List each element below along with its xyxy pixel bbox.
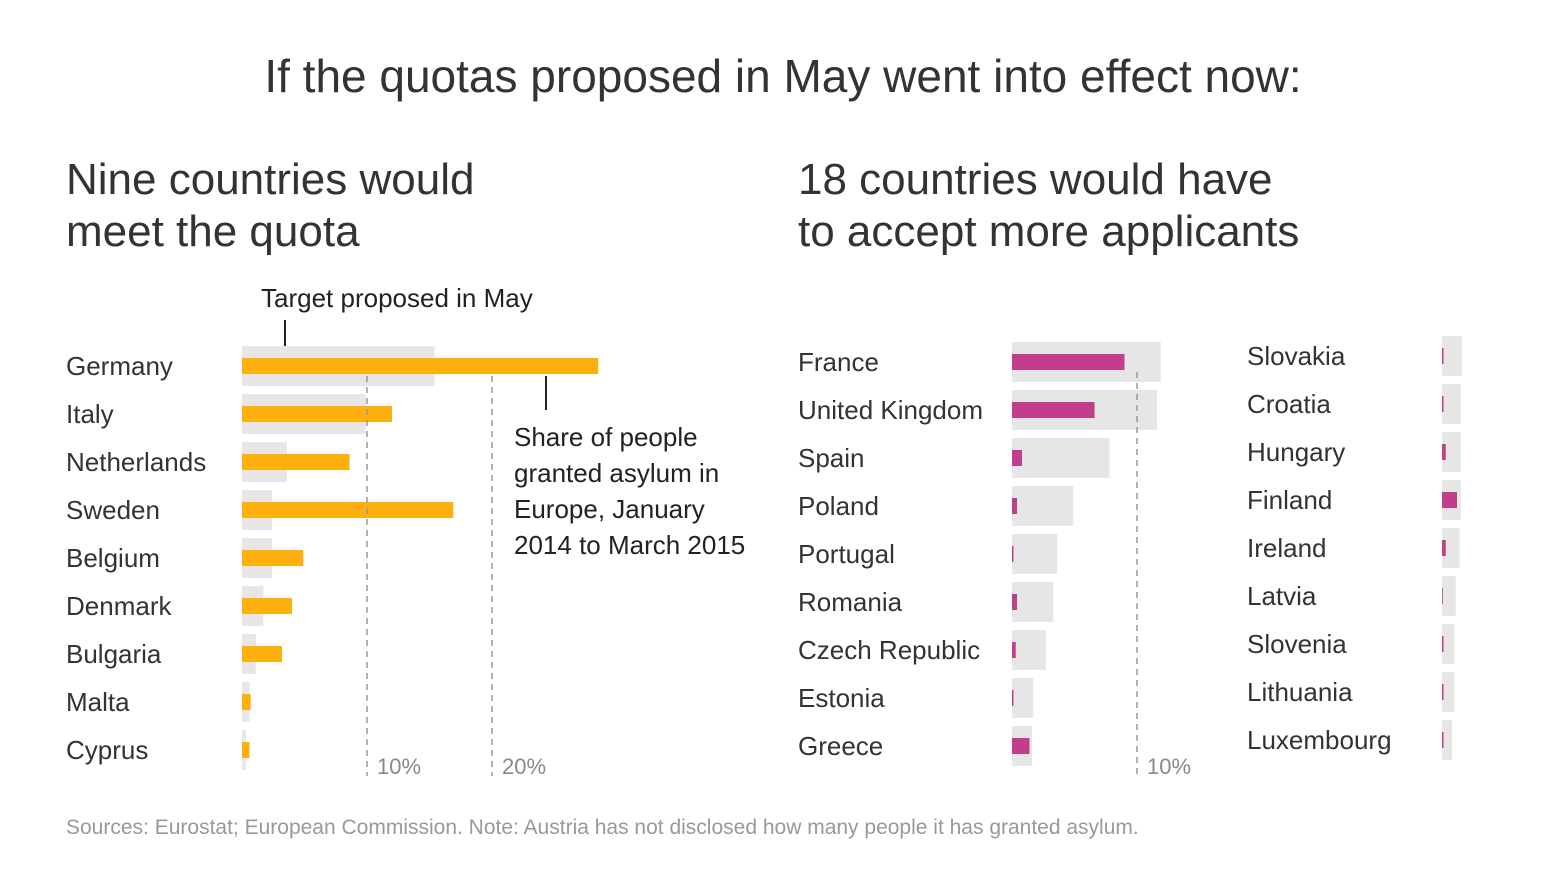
target-bar-slovakia [1442,336,1462,376]
share-bar-netherlands [242,454,350,470]
share-bar-portugal [1012,546,1014,562]
country-label-finland: Finland [1247,485,1332,515]
country-label-greece: Greece [798,731,883,761]
target-bar-luxembourg [1442,720,1452,760]
tick-label-20: 20% [502,754,546,779]
share-bar-romania [1012,594,1017,610]
share-bar-italy [242,406,392,422]
left-panel-subtitle: Nine countries would meet the quota [66,154,474,258]
country-label-lithuania: Lithuania [1247,677,1353,707]
share-bar-germany [242,358,599,374]
country-label-cyprus: Cyprus [66,735,148,765]
country-label-poland: Poland [798,491,879,521]
annotation-share: Share of people granted asylum in Europe… [514,376,745,560]
left-subtitle-line-1: Nine countries would [66,155,475,204]
target-bar-hungary [1442,432,1461,472]
country-label-croatia: Croatia [1247,389,1331,419]
share-bar-bulgaria [242,646,282,662]
country-label-denmark: Denmark [66,591,172,621]
country-label-luxembourg: Luxembourg [1247,725,1392,755]
share-bar-belgium [242,550,304,566]
share-bar-czech-republic [1012,642,1016,658]
target-bar-ireland [1442,528,1460,568]
country-label-slovenia: Slovenia [1247,629,1347,659]
right-subtitle-line-1: 18 countries would have [798,155,1273,204]
target-bar-portugal [1012,534,1057,574]
chart-meet-quota: Germany Italy Netherlands Sweden Belgium Denm… [66,346,599,779]
target-bar-poland [1012,486,1074,526]
source-note: Sources: Eurostat; European Commission. … [66,816,1139,839]
share-bar-malta [242,694,251,710]
tick-label-10: 10% [1147,754,1191,779]
right-subtitle-line-2: to accept more applicants [798,207,1300,256]
country-label-italy: Italy [66,399,114,429]
target-bar-latvia [1442,576,1456,616]
share-bar-croatia [1442,396,1444,412]
annotation-share-line-3: Europe, January [514,494,705,524]
country-label-france: France [798,347,879,377]
chart-accept-more-col2: Slovakia Croatia Hungary Finland Ireland Latv… [1247,336,1462,760]
tick-label-10: 10% [377,754,421,779]
country-label-portugal: Portugal [798,539,895,569]
share-bar-cyprus [242,742,250,758]
share-bar-spain [1012,450,1022,466]
annotation-target: Target proposed in May [261,283,533,346]
country-label-slovakia: Slovakia [1247,341,1346,371]
share-bar-greece [1012,738,1030,754]
left-subtitle-line-2: meet the quota [66,207,360,256]
country-label-germany: Germany [66,351,173,381]
country-label-romania: Romania [798,587,903,617]
share-bar-denmark [242,598,292,614]
target-bar-croatia [1442,384,1461,424]
share-bar-sweden [242,502,454,518]
country-label-ireland: Ireland [1247,533,1327,563]
page-title: If the quotas proposed in May went into … [264,50,1302,102]
country-label-czech-republic: Czech Republic [798,635,980,665]
country-label-hungary: Hungary [1247,437,1345,467]
country-label-malta: Malta [66,687,130,717]
share-bar-united-kingdom [1012,402,1095,418]
country-label-belgium: Belgium [66,543,160,573]
annotation-share-line-2: granted asylum in [514,458,719,488]
target-bar-estonia [1012,678,1034,718]
chart-accept-more-col1: France United Kingdom Spain Poland Portugal R… [798,342,1191,779]
annotation-share-line-4: 2014 to March 2015 [514,530,745,560]
share-bar-latvia [1442,588,1443,604]
target-bar-lithuania [1442,672,1455,712]
share-bar-luxembourg [1442,732,1444,748]
share-bar-estonia [1012,690,1014,706]
country-label-united-kingdom: United Kingdom [798,395,983,425]
target-bar-spain [1012,438,1110,478]
share-bar-slovakia [1442,348,1444,364]
share-bar-lithuania [1442,684,1444,700]
right-panel-subtitle: 18 countries would have to accept more a… [798,154,1299,258]
target-bar-slovenia [1442,624,1455,664]
country-label-sweden: Sweden [66,495,160,525]
target-bar-czech-republic [1012,630,1046,670]
share-bar-poland [1012,498,1017,514]
share-bar-france [1012,354,1125,370]
annotation-target-label: Target proposed in May [261,283,533,313]
share-bar-slovenia [1442,636,1444,652]
country-label-latvia: Latvia [1247,581,1317,611]
country-label-netherlands: Netherlands [66,447,206,477]
share-bar-ireland [1442,540,1446,556]
annotation-share-line-1: Share of people [514,422,698,452]
country-label-bulgaria: Bulgaria [66,639,162,669]
share-bar-finland [1442,492,1457,508]
country-label-estonia: Estonia [798,683,885,713]
country-label-spain: Spain [798,443,865,473]
share-bar-hungary [1442,444,1446,460]
target-bar-romania [1012,582,1054,622]
